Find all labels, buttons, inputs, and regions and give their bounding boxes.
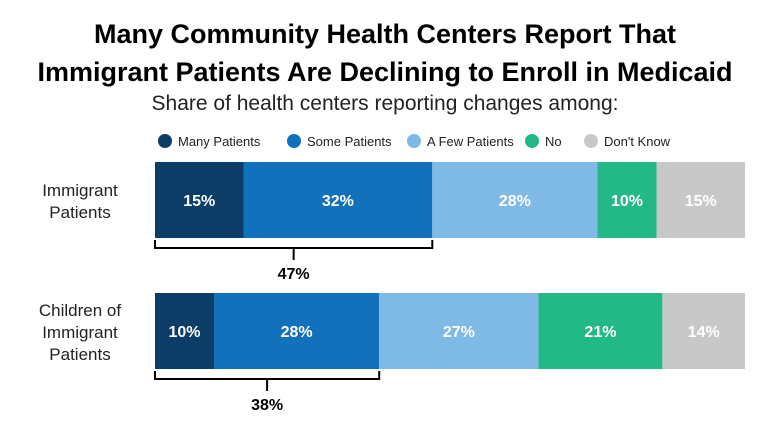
data-label-1-2: 27% [443, 324, 475, 341]
legend-label-3: No [545, 134, 562, 149]
data-label-0-1: 32% [322, 193, 354, 210]
data-label-0-2: 28% [499, 193, 531, 210]
bar-segment-1-4 [662, 293, 745, 369]
category-label-1-line-2: Patients [49, 345, 110, 364]
bracket-1 [154, 371, 381, 391]
data-label-1-3: 21% [584, 324, 616, 341]
legend-label-0: Many Patients [178, 134, 261, 149]
bracket-label-1: 38% [251, 397, 283, 414]
legend-label-4: Don't Know [604, 134, 671, 149]
legend-label-1: Some Patients [307, 134, 392, 149]
bar-segment-0-4 [656, 162, 745, 238]
bar-segment-0-2 [432, 162, 598, 238]
category-label-1-line-1: Immigrant [42, 323, 118, 342]
bar-segment-1-0 [155, 293, 214, 369]
bar-segment-0-3 [597, 162, 657, 238]
legend-swatch-0 [158, 134, 172, 148]
bar-segment-0-1 [243, 162, 433, 238]
bar-segment-1-3 [538, 293, 663, 369]
bar-segment-0-0 [155, 162, 244, 238]
legend-swatch-3 [525, 134, 539, 148]
category-label-1-line-0: Children of [39, 301, 121, 320]
legend-swatch-4 [584, 134, 598, 148]
data-label-1-4: 14% [688, 324, 720, 341]
legend-swatch-2 [407, 134, 421, 148]
data-label-0-4: 15% [685, 193, 717, 210]
bracket-0 [154, 240, 434, 260]
chart-title-line-2: Immigrant Patients Are Declining to Enro… [37, 57, 733, 87]
bar-segment-1-1 [214, 293, 380, 369]
category-label-0-line-0: Immigrant [42, 181, 118, 200]
data-label-1-0: 10% [168, 324, 200, 341]
legend-swatch-1 [287, 134, 301, 148]
category-label-0-line-1: Patients [49, 203, 110, 222]
bracket-label-0: 47% [278, 266, 310, 283]
bar-segment-1-2 [379, 293, 539, 369]
data-label-0-3: 10% [611, 193, 643, 210]
chart-title-line-1: Many Community Health Centers Report Tha… [93, 19, 677, 49]
legend-label-2: A Few Patients [427, 134, 514, 149]
chart-subtitle: Share of health centers reporting change… [151, 92, 619, 115]
data-label-0-0: 15% [183, 193, 215, 210]
data-label-1-1: 28% [281, 324, 313, 341]
